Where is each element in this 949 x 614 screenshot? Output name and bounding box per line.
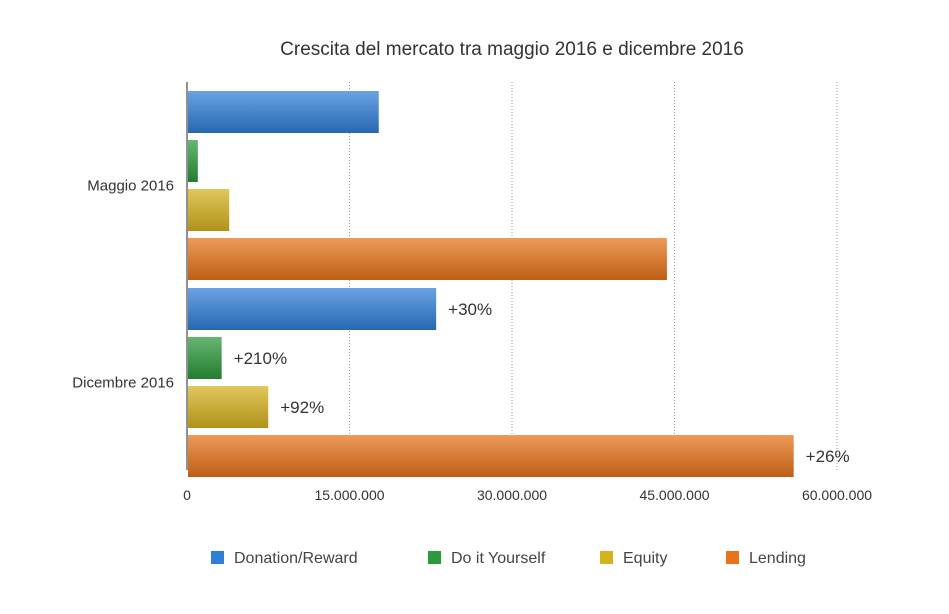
data-label: +30% bbox=[448, 300, 492, 319]
bar bbox=[188, 337, 222, 379]
bar bbox=[188, 140, 198, 182]
legend-item: Do it Yourself bbox=[428, 550, 546, 567]
x-tick-label: 15.000.000 bbox=[314, 487, 384, 503]
data-labels: +30% +210% +92% +26% bbox=[234, 300, 850, 466]
legend-label: Do it Yourself bbox=[451, 550, 546, 567]
data-label: +92% bbox=[280, 398, 324, 417]
category-label: Dicembre 2016 bbox=[72, 375, 174, 392]
legend-item: Equity bbox=[600, 550, 667, 567]
bar bbox=[188, 91, 379, 133]
bar bbox=[188, 238, 667, 280]
bar bbox=[188, 435, 794, 477]
category-label: Maggio 2016 bbox=[87, 178, 174, 195]
chart-title: Crescita del mercato tra maggio 2016 e d… bbox=[280, 39, 744, 60]
legend-label: Equity bbox=[623, 550, 667, 567]
legend-swatch bbox=[726, 551, 739, 564]
legend-item: Donation/Reward bbox=[211, 550, 358, 567]
legend-swatch bbox=[600, 551, 613, 564]
x-tick-label: 60.000.000 bbox=[802, 487, 872, 503]
bar bbox=[188, 288, 437, 330]
legend-label: Donation/Reward bbox=[234, 550, 358, 567]
legend-swatch bbox=[211, 551, 224, 564]
data-label: +26% bbox=[806, 447, 850, 466]
x-tick-label: 0 bbox=[183, 487, 191, 503]
bars bbox=[188, 91, 794, 477]
x-tick-label: 45.000.000 bbox=[639, 487, 709, 503]
data-label: +210% bbox=[234, 349, 287, 368]
legend-label: Lending bbox=[749, 550, 806, 567]
legend-swatch bbox=[428, 551, 441, 564]
axes: 0 15.000.000 30.000.000 45.000.000 60.000.00… bbox=[72, 82, 872, 503]
legend: Donation/Reward Do it Yourself Equity Lendi… bbox=[211, 550, 806, 567]
legend-item: Lending bbox=[726, 550, 806, 567]
bar bbox=[188, 386, 269, 428]
bar bbox=[188, 189, 230, 231]
x-tick-label: 30.000.000 bbox=[477, 487, 547, 503]
